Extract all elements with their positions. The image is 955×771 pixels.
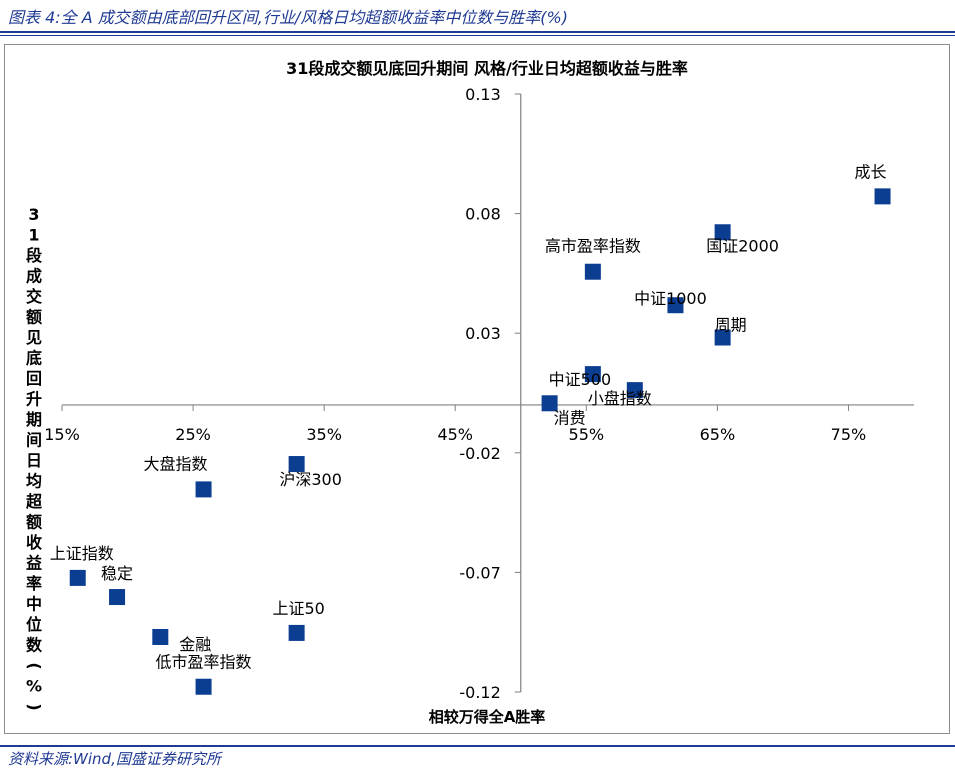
y-axis-label-char: 段 — [26, 246, 43, 265]
point-label: 上证50 — [272, 599, 324, 618]
source-note: 资料来源:Wind,国盛证券研究所 — [8, 750, 221, 768]
figure-header: 图表 4:全 A 成交额由底部回升区间,行业/风格日均超额收益率中位数与胜率(%… — [8, 8, 568, 27]
x-tick-label: 65% — [700, 425, 736, 444]
point-label: 大盘指数 — [144, 454, 208, 473]
tick-labels: 15% 25% 35% 45% 55% 65% 75% 0.13 0.08 0.03 -0.02 -0… — [44, 85, 866, 702]
chart-frame — [4, 44, 950, 734]
point-label: 小盘指数 — [588, 389, 652, 408]
y-tick-label: 0.03 — [465, 324, 501, 343]
y-axis-label-char: 间 — [26, 431, 42, 450]
y-axis-label-char: 期 — [26, 410, 42, 429]
scatter-point — [584, 366, 601, 383]
header-rule-thin — [0, 35, 955, 36]
header-rule — [0, 31, 955, 33]
scatter-point — [714, 224, 731, 241]
y-axis-label-char: 率 — [26, 574, 42, 593]
scatter-point — [541, 395, 558, 412]
point-label: 稳定 — [101, 564, 133, 583]
y-axis-label-char: 1 — [28, 226, 39, 245]
y-axis-label-char: 成 — [26, 267, 42, 286]
y-axis-label-char: 底 — [26, 349, 42, 368]
point-label: 中证1000 — [634, 289, 707, 308]
y-axis-label-char: 日 — [26, 451, 42, 470]
y-tick-label: -0.07 — [459, 563, 500, 582]
scatter-point — [667, 297, 684, 314]
scatter-point — [288, 456, 305, 473]
x-tick-label: 45% — [437, 425, 473, 444]
point-label: 周期 — [715, 316, 747, 335]
x-axis-label: 相较万得全A胜率 — [429, 708, 546, 726]
y-axis-label-char: 位 — [26, 615, 42, 634]
point-label: 金融 — [179, 635, 211, 654]
y-axis-label-char: 中 — [26, 595, 42, 614]
scatter-point — [195, 481, 212, 498]
chart-title: 31段成交额见底回升期间 风格/行业日均超额收益与胜率 — [286, 59, 688, 78]
scatter-point — [152, 628, 169, 645]
markers — [69, 188, 891, 695]
x-tick-label: 75% — [831, 425, 867, 444]
y-axis-label-char: 升 — [26, 390, 42, 409]
point-label: 上证指数 — [50, 544, 114, 563]
y-tick-label: -0.02 — [459, 444, 500, 463]
scatter-point — [69, 569, 86, 586]
footer-rule — [0, 745, 955, 747]
y-axis-label-char: 收 — [26, 533, 42, 552]
scatter-point — [874, 188, 891, 205]
y-axis-label-char: 益 — [26, 554, 42, 573]
axes — [61, 93, 914, 693]
point-label: 国证2000 — [706, 236, 779, 255]
y-axis-label-char: 超 — [25, 492, 43, 511]
scatter-point — [714, 329, 731, 346]
point-label: 高市盈率指数 — [545, 237, 641, 256]
scatter-point — [109, 589, 126, 606]
scatter-point — [626, 382, 643, 399]
y-tick-label: -0.12 — [459, 683, 500, 702]
y-axis-label-char: % — [26, 677, 42, 696]
scatter-point — [288, 624, 305, 641]
y-axis-label-char: 交 — [26, 287, 42, 306]
y-axis-label-char: ) — [25, 703, 44, 710]
y-axis-label-char: 3 — [28, 205, 39, 224]
point-label: 消费 — [554, 408, 586, 427]
y-axis-label-char: 额 — [26, 308, 42, 327]
y-axis-label-char: 数 — [26, 636, 43, 655]
scatter-point — [584, 263, 601, 280]
point-label: 低市盈率指数 — [156, 653, 252, 672]
x-tick-label: 55% — [569, 425, 605, 444]
point-label: 中证500 — [549, 370, 612, 389]
y-axis-label-char: 均 — [26, 472, 42, 491]
point-label: 成长 — [855, 162, 887, 181]
x-tick-label: 25% — [175, 425, 211, 444]
y-tick-label: 0.08 — [465, 205, 501, 224]
y-axis-label-char: 见 — [26, 328, 42, 347]
y-tick-label: 0.13 — [465, 85, 501, 104]
scatter-point — [195, 678, 212, 695]
x-tick-label: 35% — [306, 425, 342, 444]
x-tick-label: 15% — [44, 425, 80, 444]
point-label: 沪深300 — [279, 470, 342, 489]
y-axis-label-char: 额 — [26, 513, 42, 532]
y-axis-label-char: ( — [25, 662, 44, 669]
y-axis-label-char: 回 — [26, 369, 42, 388]
